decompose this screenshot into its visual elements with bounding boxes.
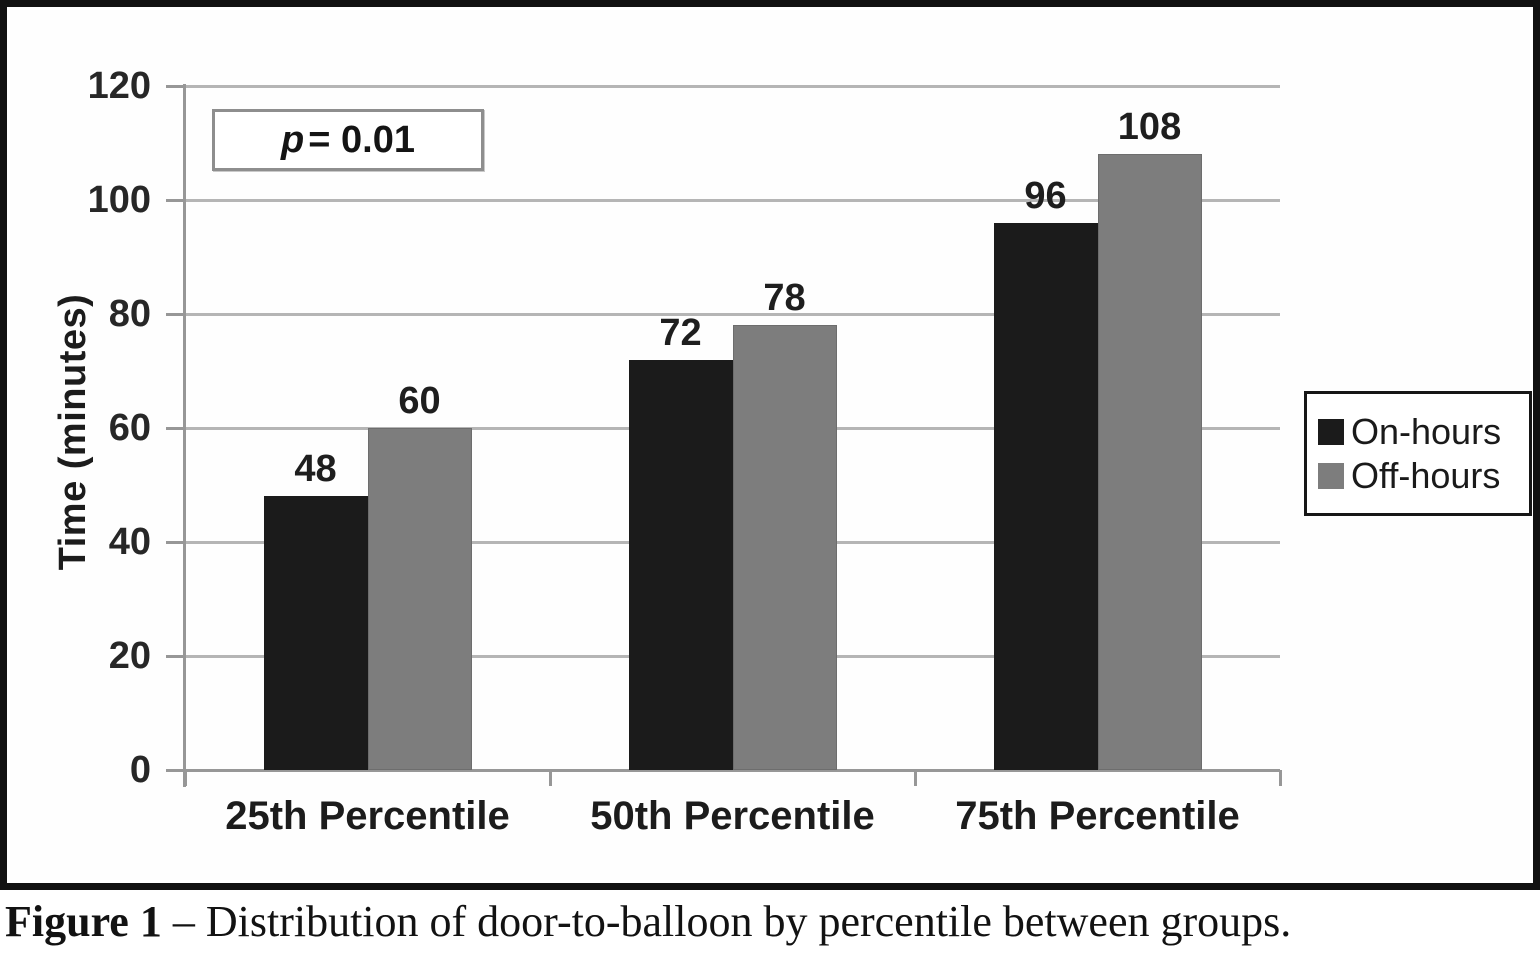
bar-off-hours-2 (732, 325, 837, 770)
gridline (185, 85, 1280, 88)
bar-value-label: 60 (398, 380, 441, 422)
y-tick-label: 60 (108, 407, 151, 449)
bar-value-label: 96 (1024, 174, 1067, 217)
y-tick-mark (166, 427, 185, 430)
y-tick-label: 100 (87, 179, 151, 221)
y-tick-label: 80 (108, 293, 151, 335)
x-tick-mark (184, 770, 187, 786)
figure-caption: Figure 1 – Distribution of door-to-ballo… (5, 896, 1540, 947)
y-tick-mark (166, 199, 185, 202)
y-tick-label: 120 (87, 65, 151, 107)
y-tick-label: 20 (108, 635, 151, 677)
bar-value-label: 72 (659, 311, 702, 354)
bar-on-hours-1 (263, 496, 368, 770)
bar-off-hours-1 (367, 428, 472, 770)
y-tick-mark (166, 313, 185, 316)
legend: On-hours Off-hours (1304, 391, 1532, 516)
legend-label: On-hours (1351, 410, 1502, 452)
bar-on-hours-2 (628, 359, 733, 770)
x-tick-mark (549, 770, 552, 786)
p-value-symbol: p (281, 118, 305, 161)
x-tick-mark (1279, 770, 1282, 786)
y-tick-label: 40 (108, 521, 151, 563)
figure-caption-text: – Distribution of door-to-balloon by per… (161, 897, 1292, 946)
x-axis-line (185, 769, 1280, 772)
p-value-text: = 0.01 (308, 118, 415, 161)
y-tick-mark (166, 85, 185, 88)
bar-value-label: 78 (763, 277, 806, 320)
y-tick-mark (166, 541, 185, 544)
x-category-label: 50th Percentile (590, 794, 875, 838)
bar-off-hours-3 (1097, 154, 1202, 770)
bar-value-label: 48 (294, 448, 337, 491)
bar-value-label: 108 (1117, 106, 1182, 149)
figure-panel: Time (minutes) 0 20 40 60 80 100 120 48 60 25th P… (0, 0, 1540, 890)
figure-caption-number: Figure 1 (5, 897, 162, 946)
x-category-label: 25th Percentile (225, 794, 510, 838)
gridline (185, 313, 1280, 316)
x-tick-mark (914, 770, 917, 786)
y-axis-line (183, 84, 186, 787)
bar-chart: Time (minutes) 0 20 40 60 80 100 120 48 60 25th P… (7, 7, 1540, 897)
y-tick-mark (166, 769, 185, 772)
legend-swatch-icon (1318, 418, 1344, 445)
x-category-label: 75th Percentile (955, 794, 1240, 838)
bar-on-hours-3 (993, 222, 1098, 770)
p-value-annotation: p = 0.01 (212, 109, 484, 171)
legend-item-off-hours: Off-hours (1318, 455, 1523, 497)
y-tick-label: 0 (129, 749, 151, 791)
y-tick-mark (166, 655, 185, 658)
legend-item-on-hours: On-hours (1318, 411, 1523, 453)
legend-label: Off-hours (1351, 454, 1501, 496)
legend-swatch-icon (1318, 462, 1344, 489)
gridline (185, 199, 1280, 202)
